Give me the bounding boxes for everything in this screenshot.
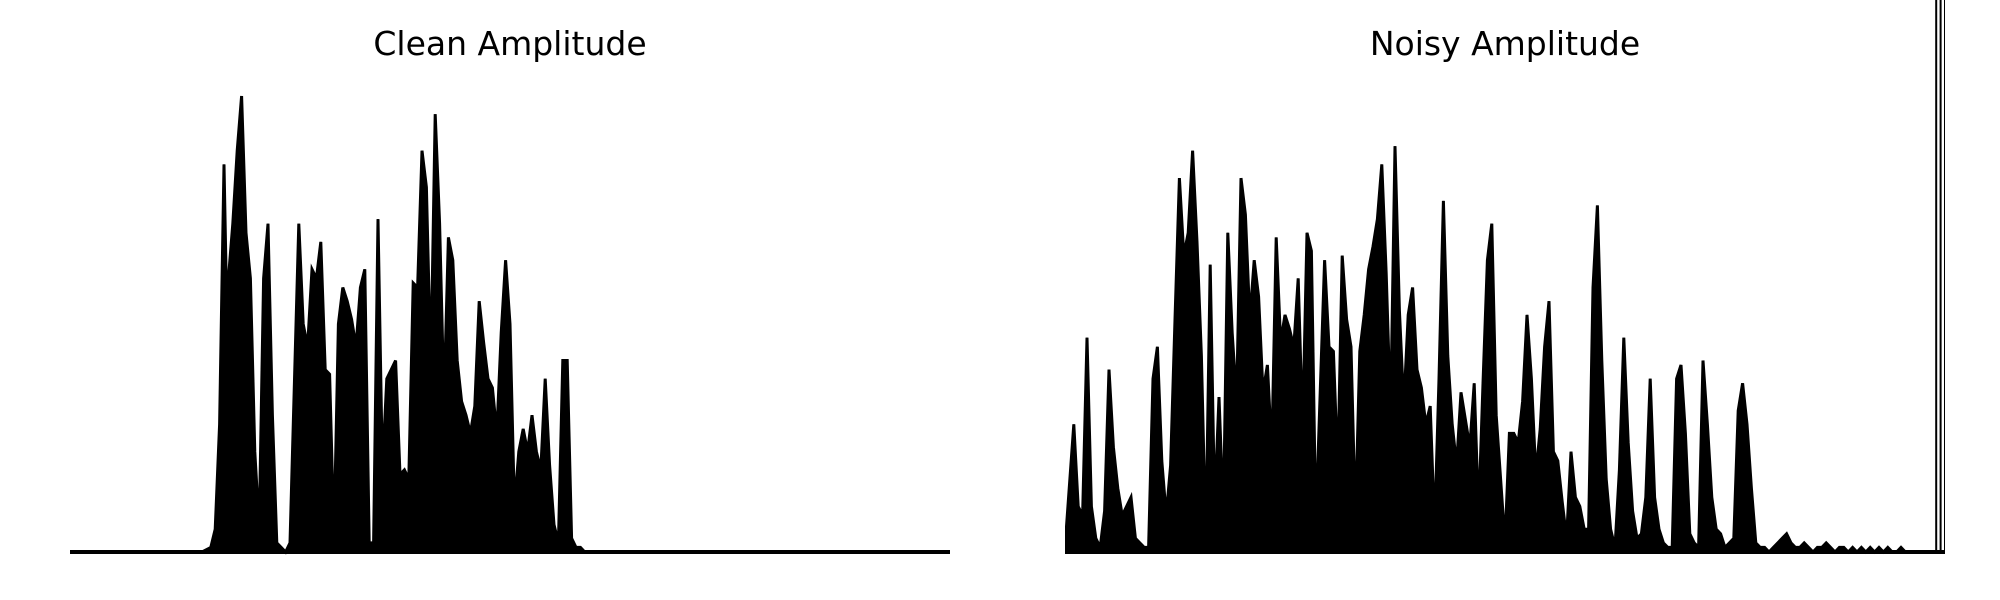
clean-amplitude-plot [70,95,950,555]
clean-amplitude-panel: Clean Amplitude [70,0,950,600]
amplitude-area-1 [1065,146,1932,555]
clean-amplitude-title: Clean Amplitude [373,24,647,63]
noisy-amplitude-panel: Noisy Amplitude [1065,0,1945,600]
noisy-amplitude-plot [1065,0,1945,555]
noisy-amplitude-title: Noisy Amplitude [1369,24,1641,63]
